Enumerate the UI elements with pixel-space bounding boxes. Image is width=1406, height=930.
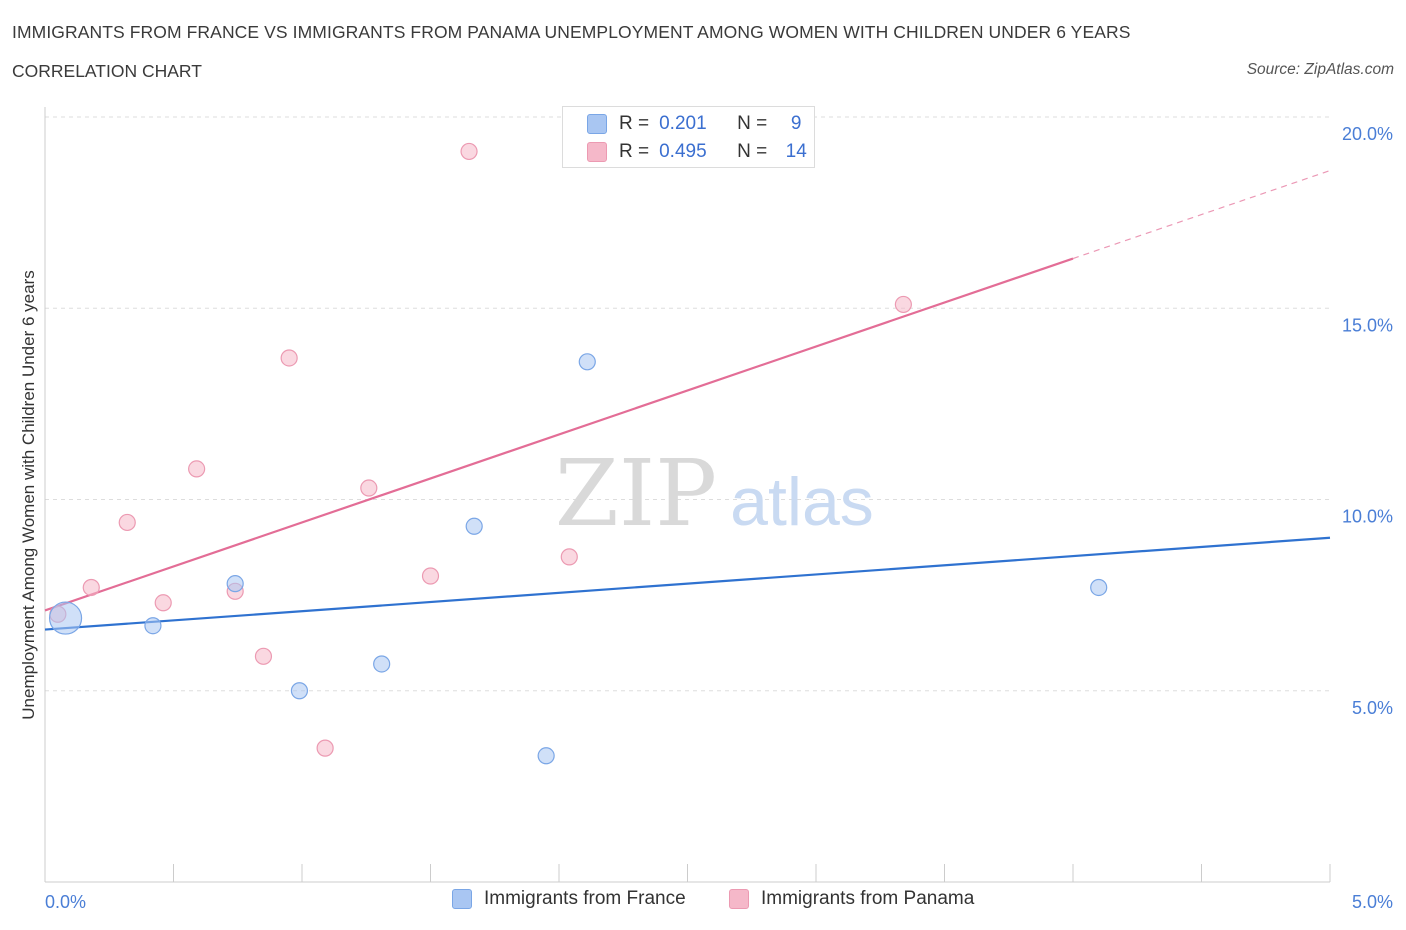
point-france <box>537 747 555 765</box>
point-france <box>578 353 596 371</box>
n-label: N = <box>737 141 768 162</box>
stats-box: R = 0.201 N = 9 R = 0.495 N = 14 <box>562 106 815 168</box>
y-tick-label: 10.0% <box>1342 507 1393 527</box>
point-france <box>144 617 162 635</box>
trend-lines <box>44 169 1331 631</box>
y-tick-label: 5.0% <box>1352 698 1393 718</box>
trend-line-france <box>44 536 1331 631</box>
point-france <box>1090 578 1108 597</box>
n-label: N = <box>737 113 768 134</box>
trend-line-panama <box>44 257 1074 612</box>
chart-title: IMMIGRANTS FROM FRANCE VS IMMIGRANTS FRO… <box>12 22 1131 42</box>
point-france <box>226 575 244 593</box>
point-france <box>48 601 83 635</box>
watermark-zip: ZIP <box>555 440 717 547</box>
legend-item-france: Immigrants from France <box>452 888 686 910</box>
x-tick-label: 0.0% <box>45 892 86 912</box>
point-panama <box>154 594 172 612</box>
point-france <box>290 682 309 700</box>
r-label: R = <box>619 141 650 162</box>
stats-swatch-france <box>587 114 607 134</box>
stats-row-france: R = 0.201 N = 9 <box>587 111 811 137</box>
watermark: ZIP atlas <box>555 440 874 547</box>
legend-item-panama: Immigrants from Panama <box>729 888 974 910</box>
point-panama <box>188 460 206 478</box>
point-panama <box>316 739 334 757</box>
axes <box>44 107 1331 883</box>
n-value: 14 <box>785 141 807 162</box>
stats-swatch-panama <box>587 142 607 162</box>
point-panama <box>560 548 578 566</box>
y-tick-label: 20.0% <box>1342 124 1393 144</box>
point-panama <box>894 295 912 314</box>
data-points <box>48 142 1108 765</box>
trend-line-panama-extension <box>1072 169 1331 260</box>
point-france <box>373 655 391 673</box>
n-value: 9 <box>790 113 802 134</box>
y-axis-label: Unemployment Among Women with Children U… <box>19 270 38 719</box>
legend: Immigrants from France Immigrants from P… <box>0 888 1406 916</box>
legend-label-panama: Immigrants from Panama <box>761 888 975 909</box>
point-panama <box>82 578 100 597</box>
legend-swatch-panama <box>729 889 749 909</box>
tick-labels: 5.0% 10.0% 15.0% 20.0% 0.0% 5.0% <box>45 124 1393 912</box>
r-value: 0.201 <box>659 113 707 134</box>
r-label: R = <box>619 113 650 134</box>
stats-row-panama: R = 0.495 N = 14 <box>587 139 811 165</box>
point-panama <box>360 479 378 497</box>
point-panama <box>460 142 478 161</box>
grid-lines <box>45 116 1330 692</box>
point-panama <box>421 567 440 585</box>
chart-subtitle: CORRELATION CHART <box>12 61 202 81</box>
legend-label-france: Immigrants from France <box>484 888 686 909</box>
point-panama <box>118 513 136 532</box>
x-tick-label: 5.0% <box>1352 892 1393 912</box>
r-value: 0.495 <box>659 141 707 162</box>
watermark-atlas: atlas <box>730 464 874 540</box>
legend-swatch-france <box>452 889 472 909</box>
source-note: Source: ZipAtlas.com <box>1246 61 1394 78</box>
point-panama <box>280 349 298 367</box>
y-tick-label: 15.0% <box>1342 315 1393 335</box>
point-panama <box>254 647 273 665</box>
point-france <box>465 517 483 535</box>
